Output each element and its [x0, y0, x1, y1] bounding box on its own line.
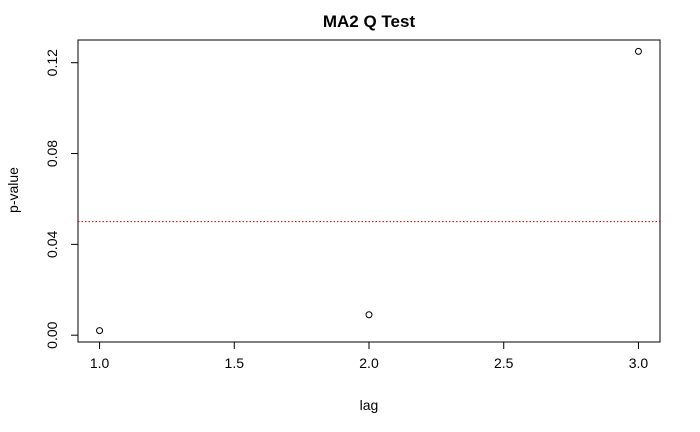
y-axis: 0.00 0.04 0.08 0.12 — [44, 49, 78, 349]
x-tick-label: 1.5 — [225, 355, 245, 371]
x-tick-label: 3.0 — [629, 355, 649, 371]
y-tick-label: 0.08 — [44, 140, 60, 167]
chart-title: MA2 Q Test — [323, 12, 416, 31]
x-tick-label: 2.0 — [359, 355, 379, 371]
y-tick-label: 0.04 — [44, 231, 60, 258]
y-tick-label: 0.12 — [44, 49, 60, 76]
data-point — [96, 327, 104, 335]
data-points — [96, 47, 642, 335]
x-tick-label: 2.5 — [494, 355, 514, 371]
data-point — [365, 311, 373, 319]
data-point — [634, 47, 642, 55]
x-tick-label: 1.0 — [90, 355, 110, 371]
x-axis: 1.0 1.5 2.0 2.5 3.0 — [90, 342, 649, 371]
plot-area-frame — [77, 39, 661, 343]
y-tick-label: 0.00 — [44, 321, 60, 348]
x-axis-label: lag — [360, 397, 379, 413]
y-axis-label: p-value — [5, 167, 21, 213]
